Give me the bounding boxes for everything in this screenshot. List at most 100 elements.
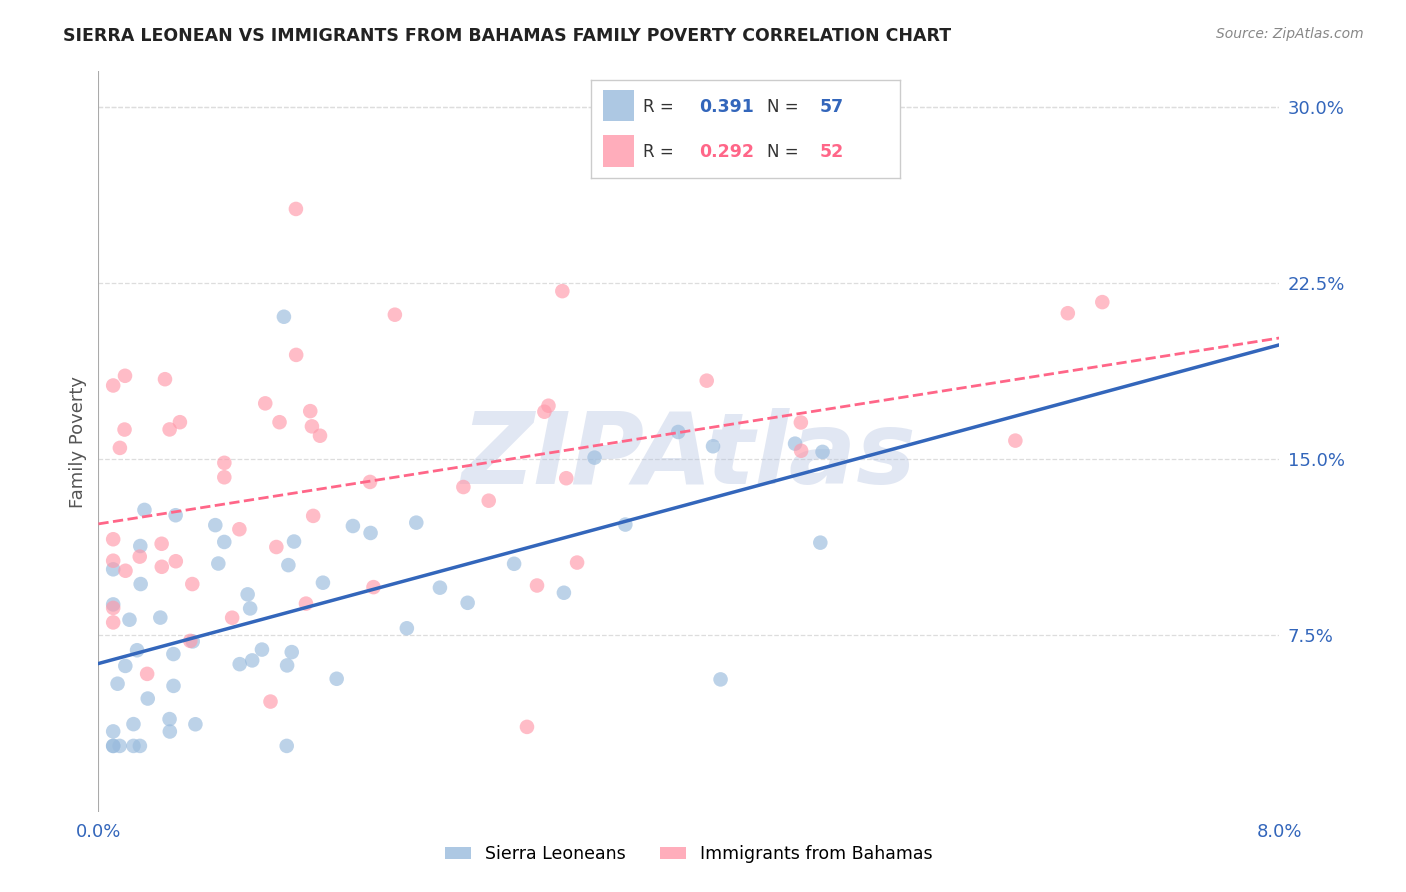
Point bbox=[214, 535, 236, 549]
Point bbox=[103, 739, 125, 753]
Point bbox=[103, 562, 125, 576]
Point bbox=[114, 564, 136, 578]
Point bbox=[811, 445, 834, 459]
Point bbox=[325, 672, 347, 686]
Point bbox=[285, 348, 308, 362]
Point bbox=[150, 559, 173, 574]
Point bbox=[1056, 306, 1078, 320]
Point bbox=[162, 647, 184, 661]
Text: R =: R = bbox=[643, 98, 679, 116]
Point bbox=[359, 475, 381, 489]
Point bbox=[134, 503, 156, 517]
Point bbox=[808, 535, 831, 549]
Point bbox=[1004, 434, 1026, 448]
Point bbox=[360, 525, 382, 540]
Point bbox=[254, 396, 277, 410]
Point bbox=[453, 480, 475, 494]
Point bbox=[342, 519, 364, 533]
Point bbox=[555, 471, 578, 485]
Point bbox=[214, 456, 236, 470]
Legend: Sierra Leoneans, Immigrants from Bahamas: Sierra Leoneans, Immigrants from Bahamas bbox=[439, 838, 939, 870]
Point bbox=[204, 518, 226, 533]
Point bbox=[429, 581, 451, 595]
Point bbox=[129, 577, 152, 591]
Point bbox=[150, 537, 173, 551]
Point bbox=[312, 575, 335, 590]
Point bbox=[136, 666, 159, 681]
Point bbox=[221, 611, 243, 625]
Point bbox=[153, 372, 176, 386]
Point bbox=[179, 633, 201, 648]
Point bbox=[128, 739, 150, 753]
Text: 0.391: 0.391 bbox=[699, 98, 754, 116]
Point bbox=[169, 415, 191, 429]
Point bbox=[129, 539, 152, 553]
Point bbox=[103, 378, 125, 392]
Text: N =: N = bbox=[766, 143, 804, 161]
Point bbox=[103, 554, 125, 568]
Point bbox=[107, 676, 129, 690]
Point bbox=[207, 557, 229, 571]
Point bbox=[236, 587, 259, 601]
Point bbox=[457, 596, 479, 610]
Point bbox=[128, 549, 150, 564]
Point bbox=[277, 558, 299, 573]
Point bbox=[783, 436, 806, 450]
Point bbox=[122, 739, 145, 753]
Point bbox=[103, 601, 125, 615]
Point bbox=[478, 493, 501, 508]
Point bbox=[405, 516, 427, 530]
Y-axis label: Family Poverty: Family Poverty bbox=[69, 376, 87, 508]
Text: 52: 52 bbox=[820, 143, 844, 161]
Text: R =: R = bbox=[643, 143, 679, 161]
Text: Source: ZipAtlas.com: Source: ZipAtlas.com bbox=[1216, 27, 1364, 41]
Point bbox=[136, 691, 159, 706]
Point bbox=[149, 610, 172, 624]
Point bbox=[103, 615, 125, 630]
Point bbox=[184, 717, 207, 731]
Point bbox=[269, 415, 291, 429]
Point bbox=[159, 422, 181, 436]
Point bbox=[240, 653, 263, 667]
Point bbox=[250, 642, 273, 657]
Text: SIERRA LEONEAN VS IMMIGRANTS FROM BAHAMAS FAMILY POVERTY CORRELATION CHART: SIERRA LEONEAN VS IMMIGRANTS FROM BAHAMA… bbox=[63, 27, 952, 45]
Text: 57: 57 bbox=[820, 98, 844, 116]
Point bbox=[516, 720, 538, 734]
Text: N =: N = bbox=[766, 98, 804, 116]
Point bbox=[284, 202, 307, 216]
Point bbox=[125, 643, 148, 657]
Point bbox=[395, 621, 418, 635]
Point bbox=[118, 613, 141, 627]
Point bbox=[790, 443, 813, 458]
Point bbox=[533, 405, 555, 419]
Point bbox=[1091, 295, 1114, 310]
Point bbox=[280, 645, 302, 659]
Point bbox=[228, 522, 250, 536]
Point bbox=[384, 308, 406, 322]
Point bbox=[276, 658, 298, 673]
Point bbox=[239, 601, 262, 615]
Point bbox=[583, 450, 606, 465]
Point bbox=[666, 425, 689, 439]
Point bbox=[114, 368, 136, 383]
Point bbox=[276, 739, 298, 753]
Bar bbox=[603, 90, 634, 121]
Point bbox=[114, 659, 136, 673]
Point bbox=[790, 416, 813, 430]
Point bbox=[108, 739, 131, 753]
Point bbox=[302, 508, 325, 523]
Point bbox=[228, 657, 250, 672]
Text: ZIPAtlas: ZIPAtlas bbox=[461, 408, 917, 505]
Point bbox=[363, 580, 385, 594]
Point bbox=[614, 517, 637, 532]
Point bbox=[551, 284, 574, 298]
Point bbox=[503, 557, 526, 571]
Point bbox=[165, 508, 187, 523]
Point bbox=[299, 404, 322, 418]
Point bbox=[696, 374, 718, 388]
Point bbox=[553, 586, 575, 600]
Point bbox=[181, 634, 204, 648]
Point bbox=[273, 310, 295, 324]
Point bbox=[309, 428, 332, 442]
Text: 0.292: 0.292 bbox=[699, 143, 754, 161]
